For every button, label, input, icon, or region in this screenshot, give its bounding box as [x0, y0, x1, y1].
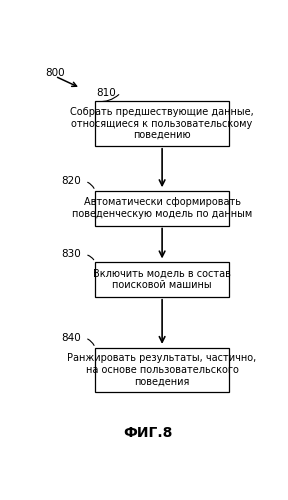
Text: 800: 800 [45, 68, 65, 78]
Text: 830: 830 [61, 250, 81, 260]
FancyBboxPatch shape [95, 348, 229, 392]
Text: Собрать предшествующие данные,
относящиеся к пользовательскому
поведению: Собрать предшествующие данные, относящие… [70, 107, 254, 140]
FancyBboxPatch shape [95, 102, 229, 146]
Text: Включить модель в состав
поисковой машины: Включить модель в состав поисковой машин… [93, 268, 231, 290]
FancyBboxPatch shape [95, 191, 229, 226]
Text: Автоматически сформировать
поведенческую модель по данным: Автоматически сформировать поведенческую… [72, 198, 252, 219]
Text: 820: 820 [61, 176, 81, 186]
Text: ФИГ.8: ФИГ.8 [123, 426, 172, 440]
Text: 810: 810 [96, 88, 116, 98]
FancyBboxPatch shape [95, 262, 229, 297]
Text: 840: 840 [61, 333, 81, 343]
Text: Ранжировать результаты, частично,
на основе пользовательского
поведения: Ранжировать результаты, частично, на осн… [67, 354, 257, 386]
